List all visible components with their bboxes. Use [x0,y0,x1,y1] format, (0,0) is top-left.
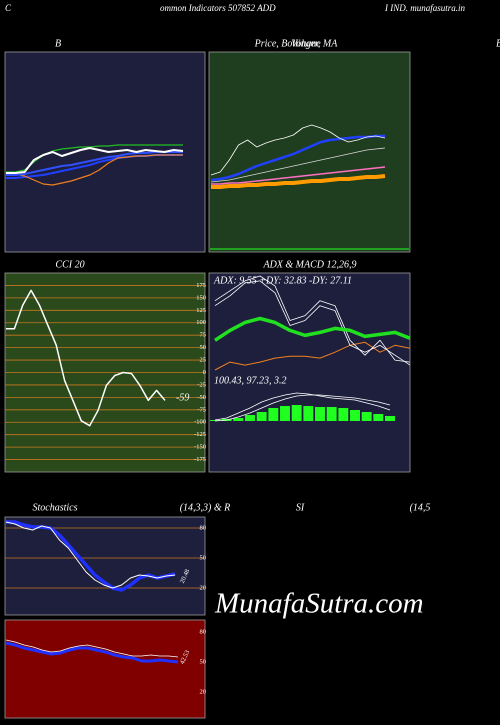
histogram-bar [350,410,360,421]
series-line [210,147,386,183]
histogram-bar [303,406,314,421]
y-tick-label: 125 [196,307,206,314]
series-line [214,394,391,422]
y-tick-label: -25 [197,381,206,388]
chart-title: SI [296,502,305,513]
series-group [210,392,395,422]
chart-title: ADX & MACD 12,26,9 [262,259,356,270]
chart-title: Price, Bollinger, MA [254,38,339,49]
y-tick-label: -100 [194,419,206,426]
histogram-bar [315,407,325,421]
series-group [214,275,411,371]
histogram-bar [210,420,220,421]
chart-title: Stochastics [33,502,78,513]
y-tick-label: 20 [200,688,207,695]
y-tick-label: 20 [200,584,207,591]
series-line [6,144,183,173]
panel [208,51,411,253]
header-center: ommon Indicators 507852 ADD [160,3,276,13]
series-line [5,521,176,589]
series-line [210,134,385,182]
y-tick-label: -125 [194,431,206,438]
panel [4,516,206,616]
chart-subtitle: Volume [291,38,321,49]
histogram-bar [338,408,349,421]
y-tick-label: 50 [200,344,207,351]
header-edge: B [496,38,500,49]
annotation: -59 [176,392,189,403]
series-group [6,289,166,427]
panel [4,619,206,719]
histogram-bar [373,414,384,421]
histogram-bar [291,405,302,421]
histogram-bar [256,412,267,421]
y-tick-label: -75 [197,406,206,413]
series-group [5,520,176,592]
y-tick-label: 100 [196,319,206,326]
y-tick-label: 25 [200,357,207,364]
series-line [214,280,411,366]
series-line [211,166,386,185]
y-tick-label: 80 [200,628,207,635]
y-tick-label: 0 [203,369,206,376]
series-line [214,392,391,421]
header-right: I IND. munafasutra.in [384,3,466,13]
chart-title: B [55,38,61,49]
annotation: ADX: 9.55 +DY: 32.83 -DY: 27.11 [213,275,352,286]
y-tick-label: -50 [197,394,206,401]
y-tick-label: 75 [200,332,207,339]
y-tick-label: 80 [200,524,207,531]
chart-subtitle: (14,3,3) & R [180,502,231,513]
series-line [5,154,183,186]
y-tick-label: 50 [200,658,207,665]
series-group [5,639,179,664]
chart-title: CCI 20 [55,259,84,270]
panel [208,272,411,473]
histogram-bar [280,406,290,421]
y-tick-label: 175 [196,282,206,289]
histogram-bar [361,412,372,421]
series-line [6,289,166,427]
y-tick-label: 150 [196,294,206,301]
series-line [6,151,183,176]
histogram-bar [268,408,279,421]
header-left: C [5,3,12,13]
series-group [210,124,386,189]
series-line [214,316,411,342]
series-line [214,341,411,371]
histogram-bar [233,418,244,421]
watermark: MunafaSutra.com [214,588,424,620]
annotation: 100.43, 97.23, 3.2 [214,375,287,386]
y-tick-label: -175 [194,456,206,463]
series-line [214,275,411,363]
histogram-bar [245,415,255,421]
series-line [5,641,179,664]
y-tick-label: 50 [200,554,207,561]
series-group [5,144,184,186]
series-line [211,174,386,189]
histogram-bar [385,416,395,421]
series-line [210,124,386,176]
series-line [5,639,179,658]
y-tick-label: -150 [194,444,206,451]
chart-subtitle: (14,5 [410,502,431,513]
histogram-bar [326,407,337,421]
series-line [6,147,184,174]
